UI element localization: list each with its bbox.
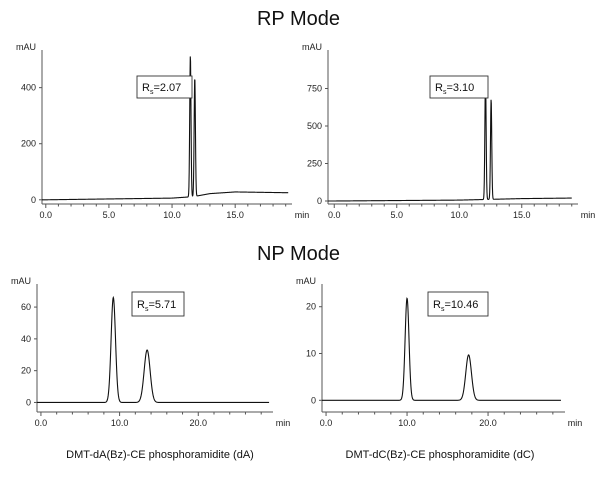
rp-dc-y-tick-label: 500 bbox=[307, 121, 322, 131]
np-da-x-tick-label: 0.0 bbox=[35, 418, 48, 428]
np-dc-y-tick-label: 0 bbox=[311, 395, 316, 405]
rp-dc-chromatogram: 0.0 5.0 10.0 15.0 min 0 250 500 750 mAU Rs=3.10 bbox=[302, 42, 596, 220]
np-da-x-tick-label: 10.0 bbox=[111, 418, 129, 428]
rp-dc-x-tick-label: 0.0 bbox=[328, 210, 341, 220]
np-da-resolution-label: Rs=5.71 bbox=[137, 299, 176, 313]
rp-da-x-tick-label: 10.0 bbox=[163, 210, 181, 220]
np-mode-title: NP Mode bbox=[256, 243, 340, 265]
caption-dc: DMT-dC(Bz)-CE phosphoramidite (dC) bbox=[345, 449, 535, 461]
np-dc-y-tick-label: 20 bbox=[306, 302, 316, 312]
np-da-y-tick-label: 60 bbox=[21, 302, 31, 312]
np-dc-resolution-label: Rs=10.46 bbox=[433, 299, 478, 313]
rp-da-y-tick-label: 400 bbox=[21, 83, 36, 93]
np-da-y-axis-label: mAU bbox=[11, 276, 31, 286]
np-da-y-tick-label: 0 bbox=[26, 397, 31, 407]
rp-da-y-tick-label: 200 bbox=[21, 139, 36, 149]
np-dc-x-tick-label: 0.0 bbox=[320, 418, 333, 428]
np-dc-x-axis-label: min bbox=[568, 418, 583, 428]
rp-da-x-axis-label: min bbox=[295, 210, 310, 220]
rp-da-x-tick-label: 15.0 bbox=[226, 210, 244, 220]
np-da-resolution-box bbox=[131, 291, 185, 317]
np-dc-x-tick-label: 20.0 bbox=[479, 418, 497, 428]
np-dc-trace bbox=[322, 297, 561, 401]
np-da-chromatogram: 0.0 10.0 20.0 min 0 20 40 60 mAU Rs=5.71 bbox=[11, 276, 291, 428]
np-dc-resolution-box bbox=[427, 291, 489, 317]
np-dc-y-axis-label: mAU bbox=[296, 276, 316, 286]
rp-da-y-tick-label: 0 bbox=[31, 195, 36, 205]
np-dc-y-tick-label: 10 bbox=[306, 349, 316, 359]
rp-da-y-axis-label: mAU bbox=[16, 42, 36, 52]
caption-da: DMT-dA(Bz)-CE phosphoramidite (dA) bbox=[66, 449, 254, 461]
rp-da-x-tick-label: 0.0 bbox=[40, 210, 53, 220]
np-da-y-tick-label: 40 bbox=[21, 334, 31, 344]
rp-dc-x-axis-label: min bbox=[581, 210, 596, 220]
rp-da-x-tick-label: 5.0 bbox=[103, 210, 116, 220]
rp-dc-resolution-label: Rs=3.10 bbox=[435, 82, 474, 96]
rp-dc-resolution-box bbox=[429, 75, 489, 99]
np-da-y-tick-label: 20 bbox=[21, 366, 31, 376]
rp-dc-y-tick-label: 250 bbox=[307, 159, 322, 169]
rp-mode-title: RP Mode bbox=[256, 8, 340, 30]
np-da-trace bbox=[37, 295, 270, 404]
rp-dc-x-tick-label: 15.0 bbox=[513, 210, 531, 220]
np-dc-chromatogram: 0.0 10.0 20.0 min 0 10 20 mAU Rs=10.46 bbox=[296, 276, 583, 428]
rp-da-resolution-label: Rs=2.07 bbox=[142, 82, 181, 96]
rp-dc-trace bbox=[328, 80, 572, 202]
rp-dc-y-tick-label: 750 bbox=[307, 84, 322, 94]
rp-dc-x-tick-label: 10.0 bbox=[450, 210, 468, 220]
rp-dc-y-axis-label: mAU bbox=[302, 42, 322, 52]
rp-dc-x-tick-label: 5.0 bbox=[390, 210, 403, 220]
rp-dc-y-tick-label: 0 bbox=[317, 196, 322, 206]
np-da-x-axis-label: min bbox=[276, 418, 291, 428]
np-dc-x-tick-label: 10.0 bbox=[398, 418, 416, 428]
rp-da-trace bbox=[42, 56, 289, 201]
np-da-x-tick-label: 20.0 bbox=[190, 418, 208, 428]
rp-da-resolution-box bbox=[136, 75, 193, 99]
rp-da-chromatogram: 0.0 5.0 10.0 15.0 min 0 200 400 mAU Rs=2.07 bbox=[16, 42, 309, 220]
